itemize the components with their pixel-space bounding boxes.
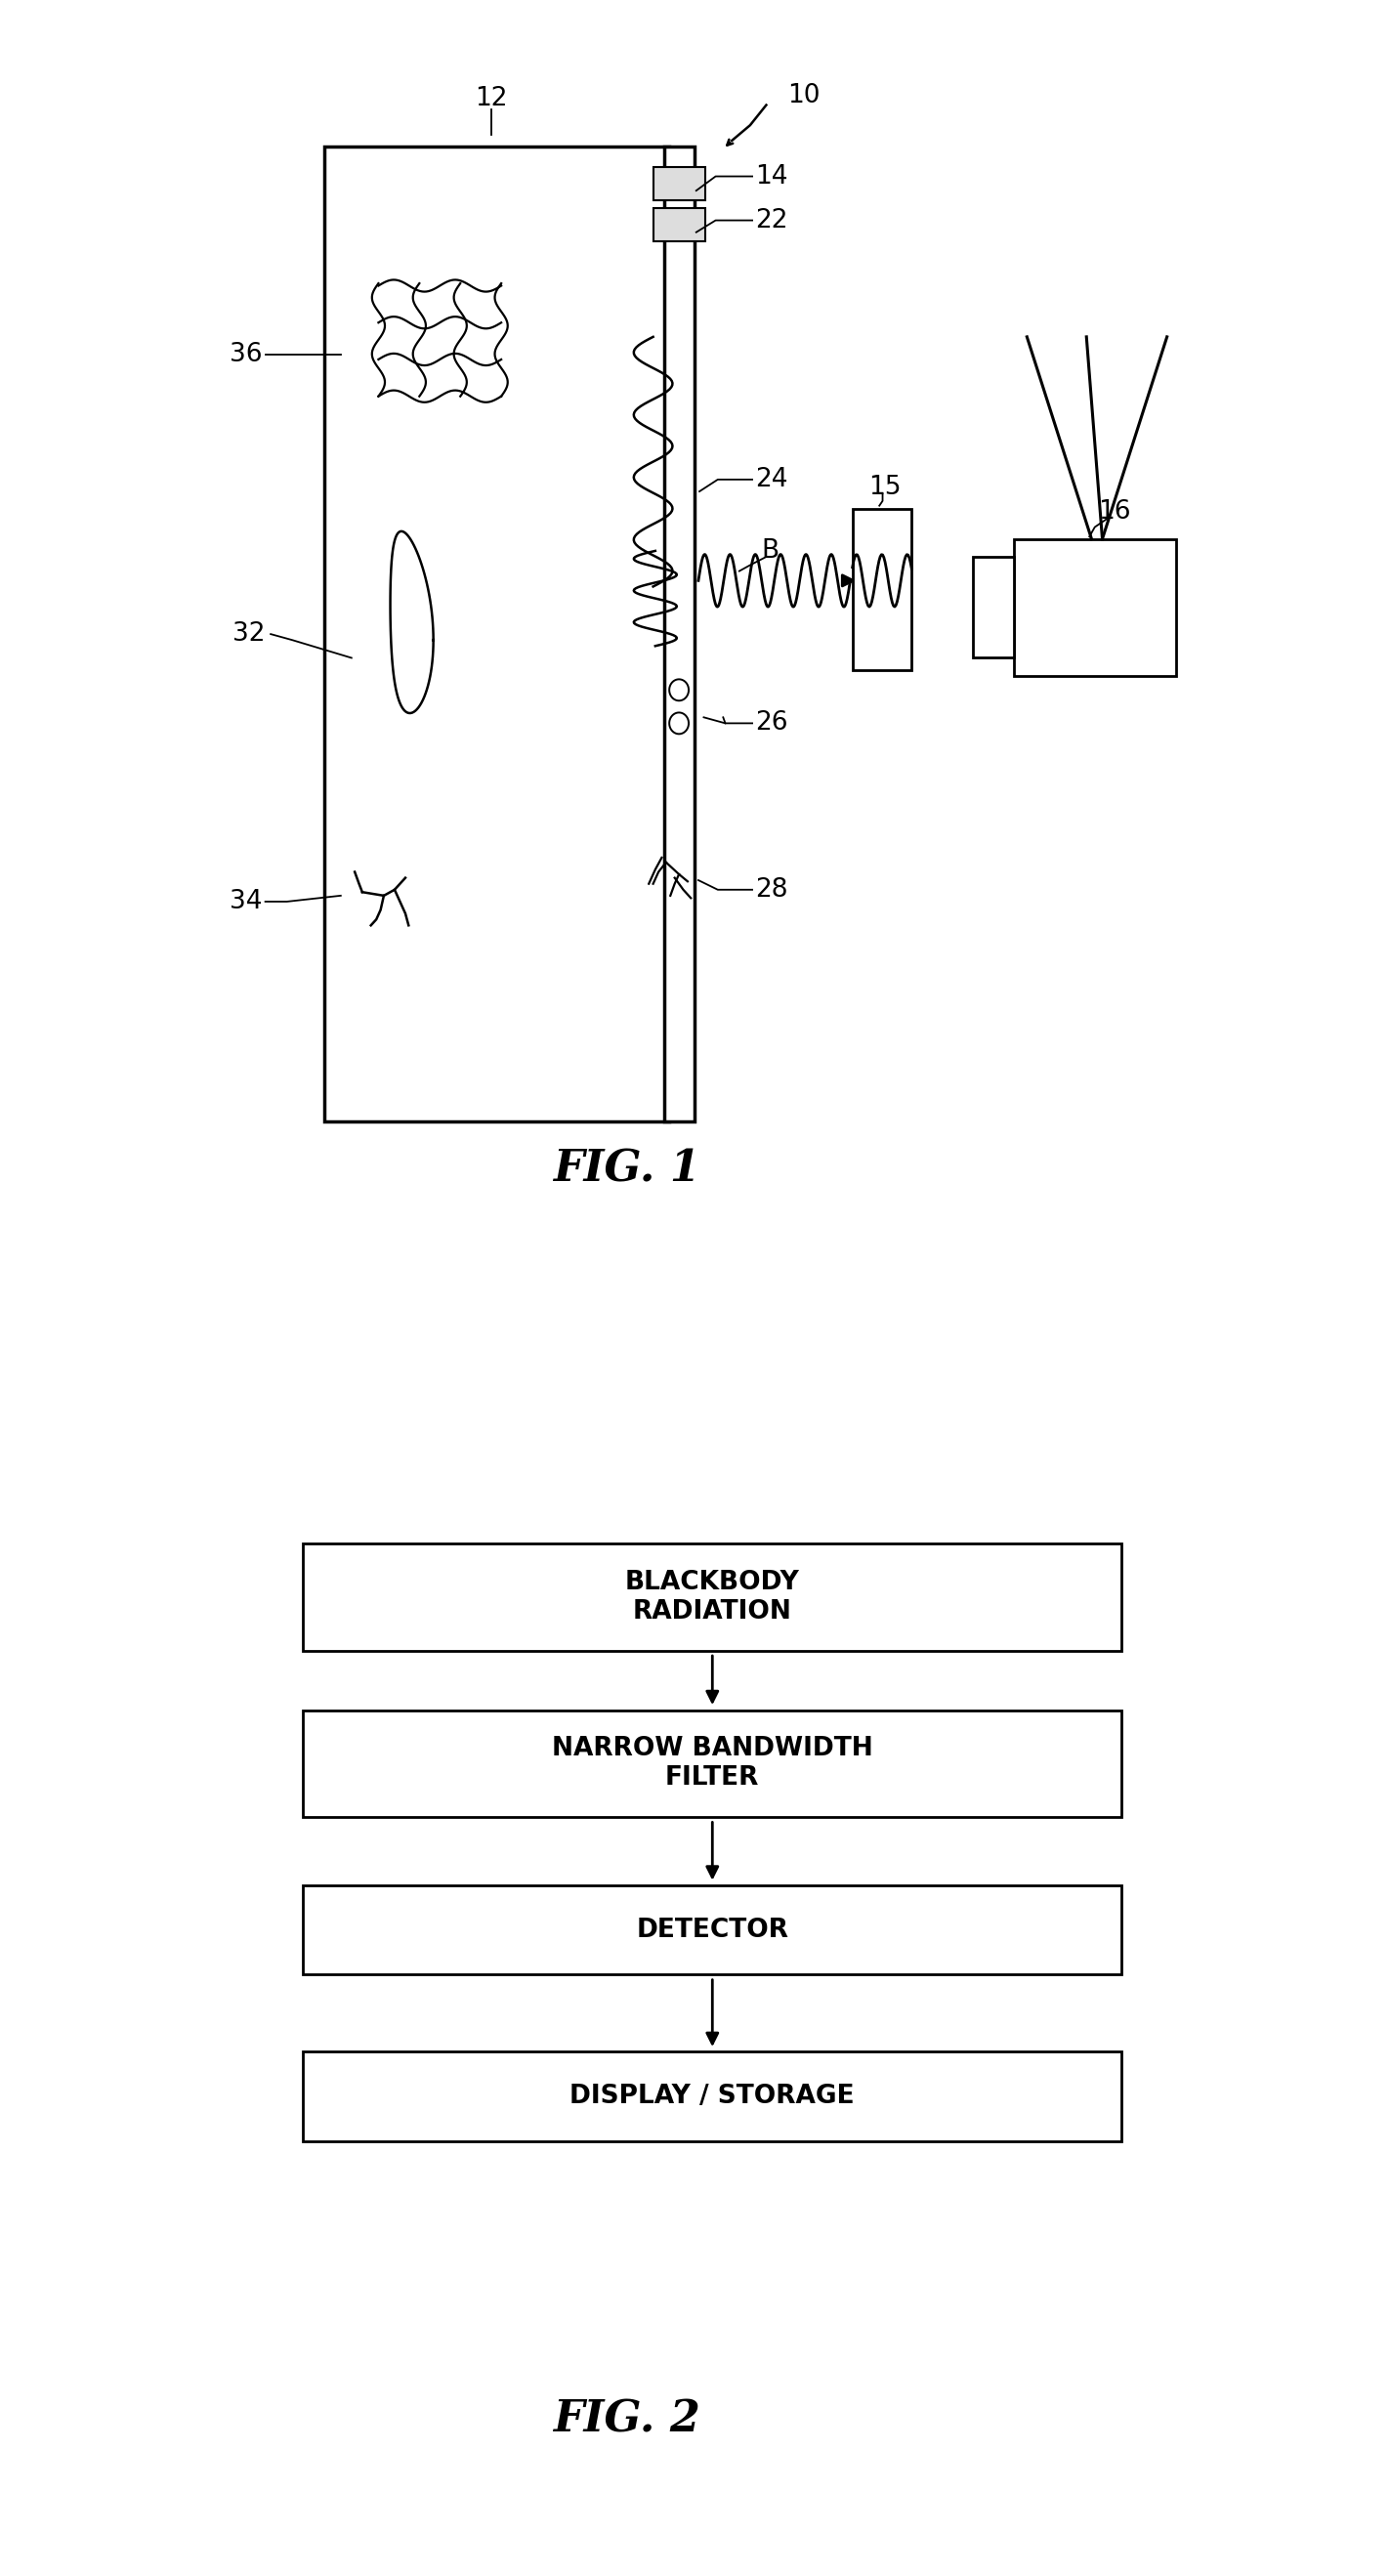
Bar xyxy=(653,167,705,201)
Text: 16: 16 xyxy=(1098,500,1130,526)
Text: 15: 15 xyxy=(869,474,901,500)
Bar xyxy=(303,2053,1122,2141)
Text: 28: 28 xyxy=(756,876,788,902)
Text: BLACKBODY
RADIATION: BLACKBODY RADIATION xyxy=(626,1569,799,1625)
Bar xyxy=(664,147,694,1121)
Bar xyxy=(973,556,1015,657)
Text: 22: 22 xyxy=(756,209,788,232)
Bar xyxy=(1015,538,1176,675)
Text: B: B xyxy=(762,538,780,564)
Bar xyxy=(303,1710,1122,1816)
Text: 12: 12 xyxy=(475,88,507,111)
Bar xyxy=(653,209,705,242)
Text: 14: 14 xyxy=(756,165,788,188)
Text: DETECTOR: DETECTOR xyxy=(637,1917,788,1942)
Text: 32: 32 xyxy=(232,621,265,647)
Text: 34: 34 xyxy=(229,889,263,914)
Text: 24: 24 xyxy=(756,466,788,492)
Bar xyxy=(325,147,670,1121)
Text: DISPLAY / STORAGE: DISPLAY / STORAGE xyxy=(570,2084,855,2110)
Bar xyxy=(303,1886,1122,1976)
Text: 10: 10 xyxy=(788,82,820,108)
Text: FIG. 1: FIG. 1 xyxy=(552,1149,701,1190)
Bar xyxy=(303,1543,1122,1651)
Bar xyxy=(852,510,912,670)
Text: 36: 36 xyxy=(229,343,263,368)
Text: NARROW BANDWIDTH
FILTER: NARROW BANDWIDTH FILTER xyxy=(552,1736,873,1790)
Text: FIG. 2: FIG. 2 xyxy=(552,2398,701,2442)
Text: 26: 26 xyxy=(756,711,788,737)
